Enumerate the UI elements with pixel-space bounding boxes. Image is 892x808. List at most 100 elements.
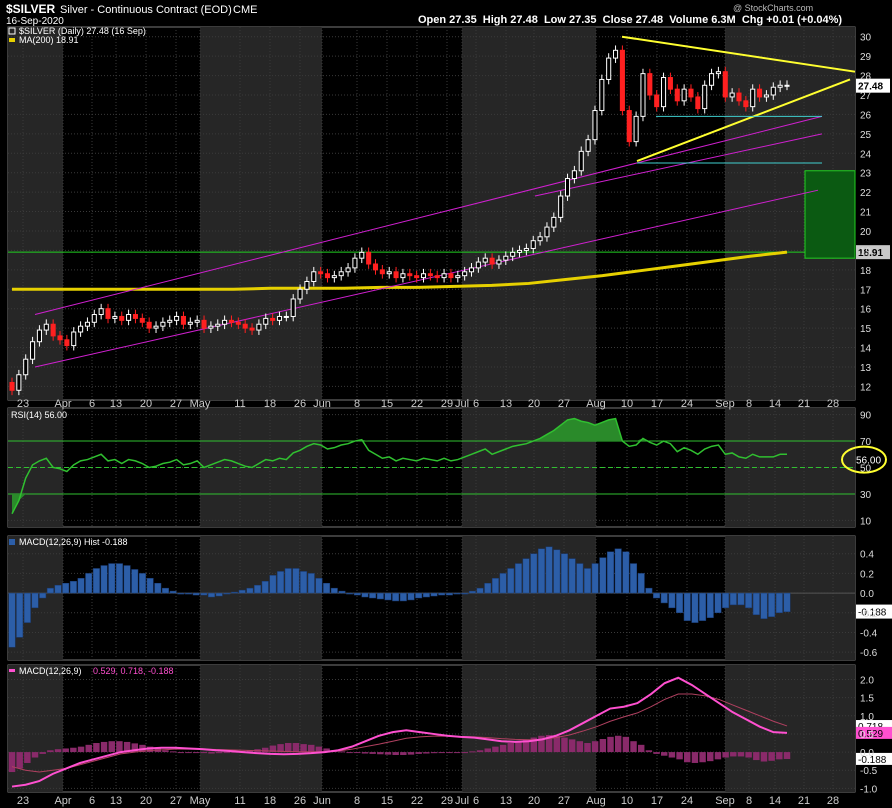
y-tick-label: 2.0 — [860, 676, 874, 687]
hist-bar — [177, 592, 185, 595]
candle-body — [318, 271, 324, 275]
macd-hist-bar — [123, 741, 131, 753]
candle-body — [530, 240, 536, 249]
x-tick-label: 8 — [354, 795, 360, 807]
x-tick-label: Sep — [715, 398, 735, 410]
x-tick-label: 18 — [264, 398, 276, 410]
channel-upper — [34, 115, 823, 316]
hist-bar — [445, 592, 453, 596]
x-tick-label: 17 — [651, 795, 663, 807]
y-tick-label: 26 — [860, 110, 872, 121]
candle-body — [585, 139, 591, 152]
macd-hist-bar — [515, 741, 522, 753]
macd-hist-bar — [553, 736, 561, 753]
candle-body — [613, 49, 619, 59]
hist-bar — [392, 592, 400, 602]
y-tick-label: 1.5 — [860, 694, 874, 705]
hist-bar — [522, 558, 530, 594]
hist-bar — [645, 587, 653, 594]
candle-body — [606, 57, 612, 80]
candle-body — [626, 110, 632, 143]
y-tick-label: 17 — [860, 285, 872, 296]
candle-body — [153, 325, 159, 329]
x-tick-label: 29 — [441, 398, 453, 410]
hist-bar — [676, 592, 684, 614]
macd-line — [11, 676, 788, 788]
y-tick-label: 15 — [860, 324, 872, 335]
signal-line — [11, 693, 788, 773]
candle-body — [228, 319, 235, 323]
candle-body — [119, 315, 125, 321]
channel-mid — [534, 133, 823, 197]
macd-hist-bar — [200, 752, 208, 754]
y-tick-label: 19 — [860, 246, 872, 257]
macd-hist-bar — [400, 752, 407, 755]
hist-bar — [16, 592, 24, 638]
x-tick-label: 6 — [473, 795, 479, 807]
macd-hist-bar — [469, 751, 476, 753]
hist-bar — [384, 592, 392, 601]
macd-hist-bar — [93, 743, 100, 753]
hist-bar — [722, 592, 730, 609]
macd-hist-bar — [561, 737, 568, 753]
macd-hist-bar — [714, 752, 722, 760]
y-tick-label: -0.4 — [860, 628, 878, 639]
macd-hist-bar — [446, 752, 453, 754]
macd-legend-swatch — [9, 669, 15, 672]
macd-hist-bar — [361, 752, 369, 754]
hist-bar — [69, 581, 77, 594]
candle-body — [263, 317, 269, 325]
candle-body — [242, 323, 248, 329]
macd-hist-bar — [530, 737, 538, 753]
candle-body — [647, 73, 653, 96]
candle-body — [167, 319, 173, 323]
hist-bar — [453, 592, 461, 595]
macd-hist-bar — [545, 735, 553, 753]
candle-body — [592, 110, 598, 141]
x-tick-label: Aug — [586, 398, 606, 410]
hist-bar — [737, 592, 745, 606]
hist-bar — [192, 592, 200, 596]
y-tick-label: 27 — [860, 91, 872, 102]
macd-hist-bar — [438, 752, 445, 754]
y-tick-label: 28 — [860, 72, 872, 83]
y-tick-label: 23 — [860, 169, 872, 180]
hist-bar — [668, 592, 676, 609]
candle-body — [338, 271, 344, 277]
hist-bar — [568, 558, 576, 594]
y-tick-label: -0.5 — [860, 766, 878, 777]
hist-bar — [622, 551, 630, 594]
hist-bar — [208, 592, 215, 598]
y-tick-label: 30 — [860, 490, 872, 501]
x-tick-label: 20 — [528, 398, 540, 410]
macd-hist-bar — [308, 744, 315, 753]
hist-bar — [745, 592, 753, 609]
candle-body — [681, 88, 687, 102]
x-tick-label: 27 — [170, 795, 182, 807]
month-band — [462, 665, 596, 792]
candle-body — [763, 94, 769, 98]
hist-bar — [146, 578, 154, 594]
macd-hist-bar — [223, 752, 231, 754]
x-tick-label: Jul — [455, 398, 469, 410]
month-band — [8, 665, 63, 792]
candle-body — [482, 257, 488, 263]
macd-hist-bar — [285, 743, 292, 753]
macd-hist-bar — [146, 746, 154, 753]
triangle-lower — [636, 78, 851, 162]
macd-legend-label: MACD(12,26,9) — [19, 666, 82, 676]
candle-body — [78, 325, 84, 333]
candle-body — [126, 314, 132, 321]
macd-hist-bar — [637, 744, 645, 753]
macd-hist-bar — [261, 747, 269, 753]
hist-bar — [630, 563, 638, 594]
hist-bar — [783, 592, 791, 613]
macd-hist-bar — [707, 752, 714, 762]
y-tick-label: 50 — [860, 464, 872, 475]
candle-body — [667, 77, 673, 90]
candle-body — [407, 273, 413, 277]
hist-bar — [361, 592, 369, 598]
macd-hist-bar — [753, 752, 760, 761]
x-tick-label: 21 — [798, 795, 810, 807]
